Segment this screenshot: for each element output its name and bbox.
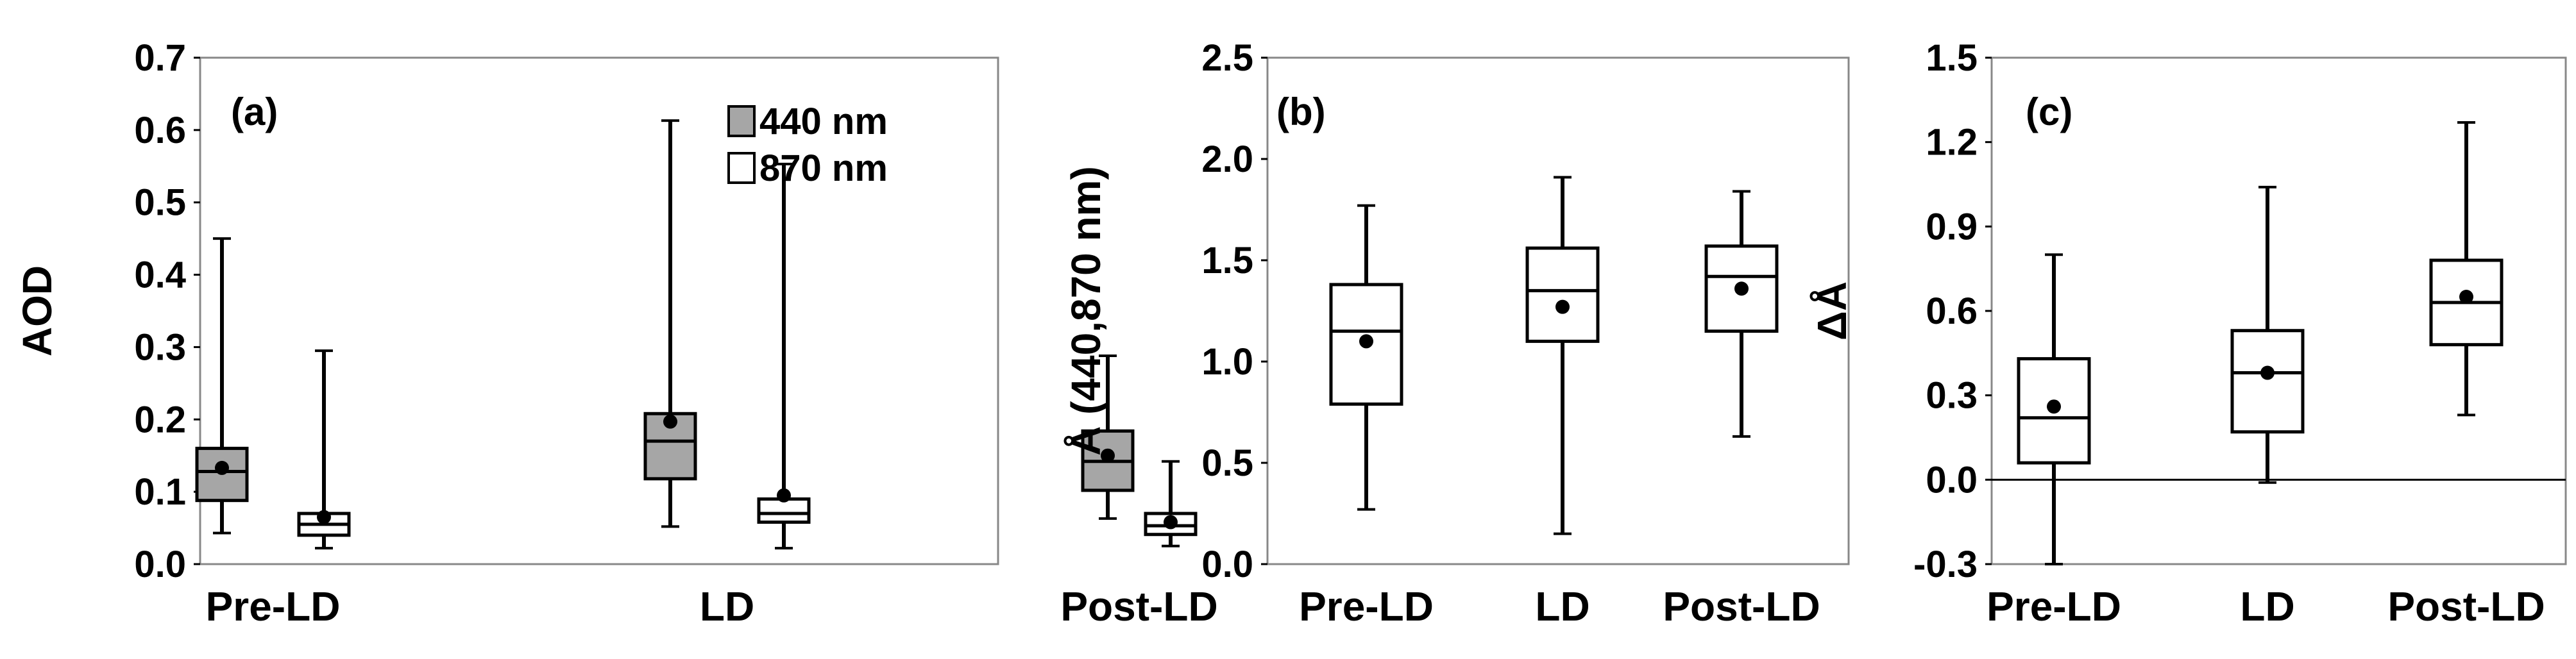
y-tick-label: 0.2 [134,399,186,440]
box-mean-marker [777,488,791,503]
legend-entry: 440 nm [759,101,888,142]
box-mean-marker [2047,399,2061,414]
box-mean-marker [1101,448,1115,463]
box-440-nm-LD [643,119,697,528]
box-mean-marker [2260,365,2275,380]
panel-label: (c) [2026,90,2072,133]
plot-area-frame [1266,56,1850,565]
y-axis-label: AOD [14,265,60,356]
box-mean-marker [1555,299,1570,314]
legend-entry: 870 nm [759,147,888,189]
y-tick-label: 0.5 [134,182,186,224]
panel-label: (a) [231,90,278,133]
legend-swatch [727,152,756,184]
box-iqr [1525,246,1600,343]
legend: 440 nm 870 nm [727,101,888,189]
y-tick-label: 2.0 [1201,138,1253,180]
y-tick-label: 1.5 [1201,240,1253,281]
y-tick-label: 0.6 [134,110,186,151]
box-870-nm-LD [757,162,811,550]
box-mean-marker [1359,334,1373,349]
y-tick-label: 0.0 [1201,544,1253,585]
box-440-nm-Pre-LD [195,237,249,535]
box-mean-marker [215,460,229,475]
y-tick-label: 0.1 [134,471,186,513]
y-tick-label: 0.3 [134,326,186,368]
y-tick-label: 0.0 [1926,459,1978,501]
x-category-label: Post-LD [1060,583,1217,630]
chart-panel-1: 0.0 0.1 0.2 0.3 0.4 0.5 0.6 0.7 AOD (a) Pre-LD LD Po… [14,37,1218,630]
y-tick-label: 0.7 [134,37,186,79]
box-iqr [643,412,697,481]
box-ΔÅ-Pre-LD [2017,253,2091,565]
box-Å-Pre-LD [1329,204,1403,511]
x-category-label: LD [1535,583,1589,630]
y-tick-label: 1.2 [1926,122,1978,163]
y-tick-label: 2.5 [1201,37,1253,79]
box-Å-Post-LD [1704,190,1779,438]
x-category-label: Post-LD [1663,583,1820,630]
box-iqr [757,497,811,524]
y-tick-label: 1.0 [1201,341,1253,383]
x-category-label: Pre-LD [1299,583,1434,630]
legend-swatch [727,105,756,137]
box-870-nm-Pre-LD [297,349,351,550]
y-tick-label: 1.5 [1926,37,1978,79]
y-tick-label: -0.3 [1913,544,1978,585]
x-category-label: Pre-LD [1987,583,2121,630]
y-tick-label: 0.5 [1201,442,1253,484]
y-tick-label: 0.6 [1926,290,1978,332]
plot-area-frame [199,56,999,565]
box-iqr [2230,329,2305,434]
x-category-label: Post-LD [2387,583,2545,630]
box-mean-marker [2459,290,2473,304]
y-tick-label: 0.9 [1926,206,1978,247]
y-axis-label: Å (440,870 nm) [1063,166,1109,456]
box-Å-LD [1525,176,1600,535]
box-mean-marker [663,414,677,429]
panel-label: (b) [1276,90,1326,133]
box-870-nm-Post-LD [1144,460,1198,547]
chart-panel-2: 0.0 0.5 1.0 1.5 2.0 2.5 Å (440,870 nm) (b) Pre-L… [1063,37,1850,630]
x-category-label: LD [700,583,754,630]
box-ΔÅ-LD [2230,185,2305,484]
box-440-nm-Post-LD [1081,354,1135,520]
chart-panel-3: -0.3 0.0 0.3 0.6 0.9 1.2 1.5 ΔÅ (c) Pre-LD LD Post-… [1809,37,2567,630]
x-category-label: LD [2240,583,2294,630]
box-mean-marker [1734,281,1749,296]
box-mean-marker [317,510,331,524]
box-ΔÅ-Post-LD [2429,121,2504,417]
y-axis-label: ΔÅ [1809,281,1855,340]
y-tick-label: 0.3 [1926,375,1978,417]
x-category-label: Pre-LD [206,583,341,630]
y-tick-label: 0.0 [134,544,186,585]
box-mean-marker [1164,515,1178,530]
y-tick-label: 0.4 [134,254,186,296]
